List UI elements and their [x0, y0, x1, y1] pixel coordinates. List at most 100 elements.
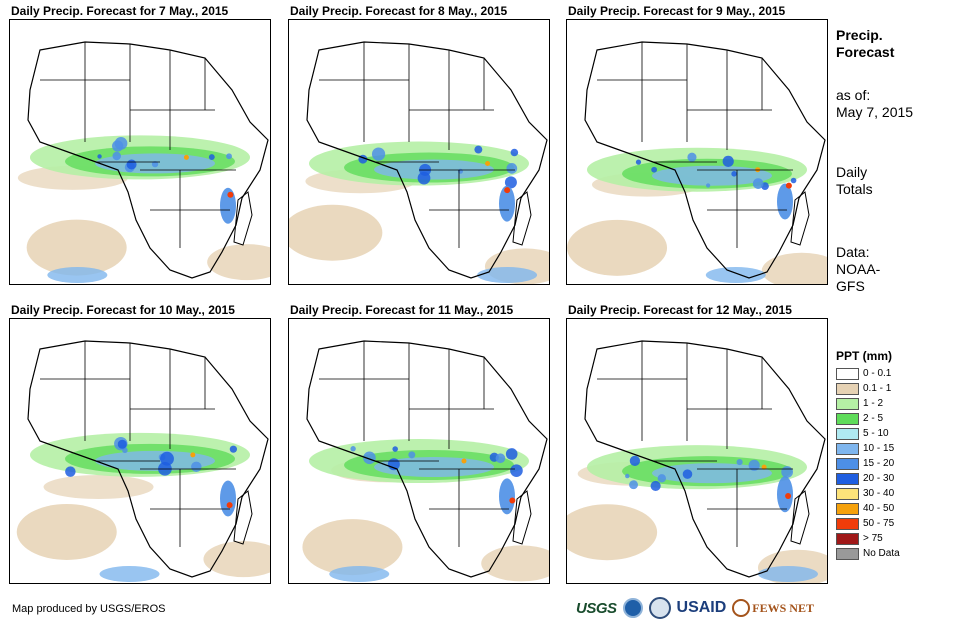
country-borders [597, 42, 793, 248]
totals-line: Totals [836, 181, 873, 197]
dry-drizzle-area [26, 219, 127, 276]
heavy-rain-cell [629, 455, 641, 467]
heavy-rain-cell [363, 451, 376, 465]
intense-rain-cell [190, 452, 196, 458]
heavy-rain-cell [505, 448, 518, 460]
country-borders [319, 42, 515, 248]
heavy-rain-cell [208, 154, 215, 161]
intense-rain-cell [485, 161, 491, 167]
dry-drizzle-area [567, 504, 658, 561]
usgs-logo: USGS [576, 599, 617, 617]
legend-label: 5 - 10 [863, 427, 889, 439]
forecast-panel-5: Daily Precip. Forecast for 11 May., 2015 [288, 303, 550, 584]
legend-item: No Data [836, 546, 900, 561]
moderate-rain-band [652, 463, 772, 484]
legend-label: 40 - 50 [863, 502, 895, 514]
legend-item: 5 - 10 [836, 426, 900, 441]
legend-label: 1 - 2 [863, 397, 884, 409]
precip-map [288, 19, 550, 285]
legend-label: 50 - 75 [863, 517, 895, 529]
heavy-rain-cell [731, 171, 737, 177]
data-source-line: GFS [836, 278, 865, 294]
heavy-rain-cell [650, 480, 661, 491]
dry-drizzle-area [289, 204, 383, 261]
ocean-rain-area [757, 566, 818, 582]
extreme-rain-cell [504, 187, 511, 194]
heavy-rain-cell [687, 152, 697, 162]
country-borders [597, 341, 793, 547]
map-credit: Map produced by USGS/EROS [12, 603, 166, 615]
legend-label: 2 - 5 [863, 412, 884, 424]
intense-rain-cell [761, 464, 767, 470]
heavy-rain-cell [682, 469, 693, 479]
heavy-rain-cell [371, 147, 386, 161]
legend-label: No Data [863, 547, 900, 559]
legend-swatch [836, 367, 859, 380]
heavy-rain-cell [112, 151, 121, 161]
forecast-panel-3: Daily Precip. Forecast for 9 May., 2015 [566, 4, 828, 285]
country-borders [319, 341, 515, 547]
ocean-rain-area [329, 566, 390, 582]
heavy-rain-cell [191, 461, 202, 473]
heavy-rain-cell [474, 145, 483, 154]
side-title: Precip. Forecast [836, 27, 894, 61]
heavy-rain-cell [114, 137, 128, 150]
heavy-rain-cell [777, 183, 793, 220]
side-title-line: Forecast [836, 44, 895, 60]
fews-logo-text: FEWS NET [752, 601, 814, 616]
ocean-rain-area [47, 267, 108, 283]
precip-map [9, 318, 271, 584]
legend-item: 10 - 15 [836, 441, 900, 456]
panel-title: Daily Precip. Forecast for 10 May., 2015 [11, 303, 235, 317]
heavy-rain-cell [752, 178, 764, 189]
legend-item: 30 - 40 [836, 486, 900, 501]
legend-label: 0.1 - 1 [863, 382, 892, 394]
madagascar-outline [512, 191, 532, 246]
heavy-rain-cell [392, 446, 398, 452]
legend-swatch [836, 427, 859, 440]
extreme-rain-cell [227, 191, 234, 198]
seal-logo-icon [648, 597, 671, 619]
legend-item: 1 - 2 [836, 396, 900, 411]
heavy-rain-cell [625, 473, 630, 479]
fews-logo: FEWS NET [732, 598, 814, 617]
heavy-rain-cell [736, 459, 743, 466]
legend-swatch [836, 487, 859, 500]
heavy-rain-cell [408, 451, 416, 459]
legend-item: 50 - 75 [836, 516, 900, 531]
intense-rain-cell [461, 458, 467, 464]
heavy-rain-cell [657, 474, 667, 483]
dry-drizzle-area [481, 545, 549, 582]
ocean-rain-area [477, 267, 538, 283]
country-borders [40, 42, 236, 248]
legend-swatch [836, 517, 859, 530]
as-of-date: May 7, 2015 [836, 104, 914, 120]
heavy-rain-cell [226, 153, 232, 160]
legend-label: 30 - 40 [863, 487, 895, 499]
legend-label: 15 - 20 [863, 457, 895, 469]
legend-item: 0 - 0.1 [836, 366, 900, 381]
heavy-rain-cell [506, 163, 518, 174]
legend-swatch [836, 412, 859, 425]
as-of-info: as of: May 7, 2015 [836, 87, 913, 121]
totals-info: Daily Totals [836, 164, 873, 198]
heavy-rain-cell [651, 166, 658, 173]
legend-swatch [836, 382, 859, 395]
forecast-panel-6: Daily Precip. Forecast for 12 May., 2015 [566, 303, 828, 584]
heavy-rain-cell [629, 480, 638, 490]
heavy-rain-cell [510, 464, 523, 477]
heavy-rain-cell [499, 185, 515, 222]
as-of-label: as of: [836, 87, 871, 103]
legend-swatch [836, 457, 859, 470]
legend-item: 2 - 5 [836, 411, 900, 426]
madagascar-outline [790, 191, 810, 246]
agency-logos: USGS USAID FEWS NET [576, 595, 814, 621]
dry-drizzle-area [761, 252, 827, 284]
ocean-rain-area [705, 267, 766, 283]
heavy-rain-cell [790, 177, 797, 184]
legend-item: 0.1 - 1 [836, 381, 900, 396]
legend-item: 40 - 50 [836, 501, 900, 516]
dry-drizzle-area [567, 219, 668, 276]
heavy-rain-cell [510, 148, 519, 157]
heavy-rain-cell [65, 466, 76, 477]
